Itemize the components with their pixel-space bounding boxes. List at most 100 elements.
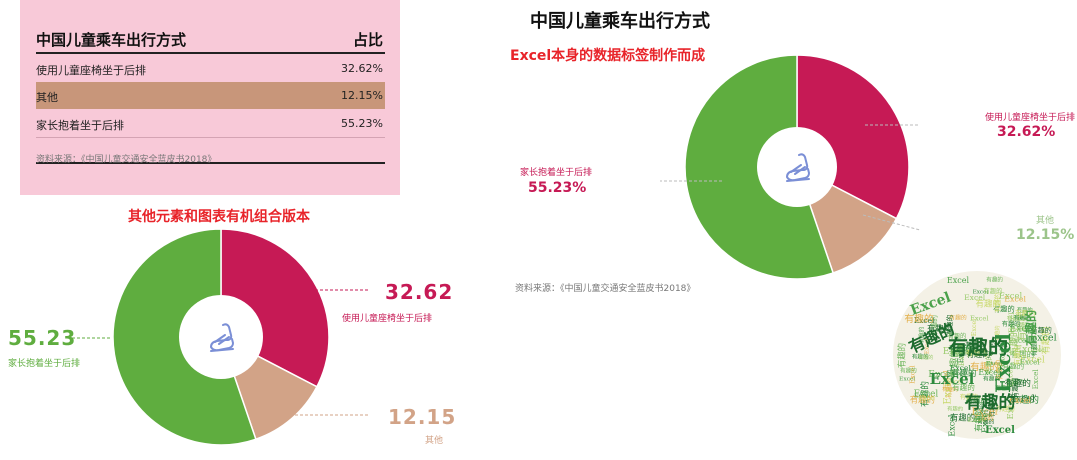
- word-cloud-word: Excel: [985, 425, 1015, 436]
- left-label-held-value: 55.23: [8, 326, 77, 350]
- right-label-other-value: 12.15%: [1016, 227, 1075, 243]
- word-cloud-word: Excel: [1009, 336, 1030, 345]
- table-cell-share: 12.15%: [341, 89, 383, 102]
- word-cloud-word: 有趣的: [900, 366, 917, 374]
- left-label-other-value: 12.15: [388, 405, 457, 429]
- word-cloud-word: 有趣的: [1011, 394, 1039, 406]
- word-cloud-word: Excel: [1015, 344, 1041, 355]
- word-cloud-word: Excel: [970, 314, 989, 322]
- word-cloud-word: 有趣的: [947, 404, 963, 412]
- left-label-seat-name: 使用儿童座椅坐于后排: [342, 314, 433, 324]
- word-cloud-word: 有趣的: [986, 275, 1003, 283]
- word-cloud-word: 有趣的: [1011, 378, 1020, 399]
- word-cloud-word: Excel: [977, 402, 985, 420]
- word-cloud-word: 有趣的: [1006, 379, 1024, 387]
- word-cloud-word: 有趣的: [987, 397, 996, 417]
- table-row: 使用儿童座椅坐于后排 32.62%: [36, 55, 385, 83]
- word-cloud-word: 有趣的: [1014, 314, 1031, 322]
- word-cloud-word: 有趣的: [994, 325, 1001, 340]
- word-cloud-word: Excel: [1009, 324, 1035, 335]
- word-cloud-word: Excel: [999, 291, 1023, 301]
- right-label-held-value: 55.23%: [528, 180, 587, 196]
- word-cloud-word: 有趣的: [942, 385, 958, 393]
- word-cloud-word: 有趣的: [918, 354, 933, 361]
- word-cloud-word: Excel: [986, 360, 1002, 367]
- word-cloud-word: 有趣的: [950, 349, 969, 358]
- word-cloud-word: 有趣的: [965, 341, 984, 349]
- word-cloud-word: 有趣的: [993, 305, 1015, 314]
- chart-title: 中国儿童乘车出行方式: [530, 11, 710, 32]
- word-cloud-word: 有趣的: [983, 286, 1002, 295]
- word-cloud-word: 有趣的: [965, 392, 1016, 413]
- word-cloud-word: Excel: [943, 346, 969, 357]
- word-cloud-word: Excel: [950, 364, 972, 373]
- word-cloud-word: Excel: [975, 413, 991, 419]
- word-cloud-word: 有趣的: [1005, 377, 1032, 389]
- word-cloud-word: Excel: [1004, 294, 1026, 303]
- word-cloud-word: 有趣的: [970, 360, 999, 373]
- word-cloud-word: Excel: [1031, 347, 1047, 353]
- car-seat-icon: [210, 323, 234, 352]
- word-cloud-word: 有趣的: [984, 353, 993, 374]
- word-cloud-word: 有趣的: [945, 381, 953, 399]
- word-cloud-word: 有趣的: [919, 381, 931, 407]
- word-cloud-word: 有趣的: [1015, 311, 1028, 341]
- word-cloud-word: 有趣的: [1002, 320, 1021, 328]
- word-cloud-word: 有趣的: [1030, 338, 1038, 357]
- word-cloud-word: 有趣的: [1002, 360, 1024, 370]
- table-header: 中国儿童乘车出行方式 占比: [36, 22, 385, 54]
- word-cloud-word: 有趣的: [912, 352, 929, 360]
- word-cloud-word: 有趣的: [1011, 349, 1035, 359]
- word-cloud-word: Excel: [968, 417, 985, 424]
- word-cloud-word: Excel: [979, 351, 993, 357]
- word-cloud-word: 有趣的: [948, 331, 967, 340]
- word-cloud-word: Excel: [909, 365, 917, 383]
- word-cloud-word: Excel: [942, 377, 953, 404]
- word-cloud-word: Excel: [1006, 367, 1015, 388]
- word-cloud-word: 有趣的: [949, 344, 971, 353]
- word-cloud-word: Excel: [1009, 394, 1035, 405]
- table-header-share: 占比: [352, 31, 383, 49]
- word-cloud-word: 有趣的: [966, 349, 990, 359]
- word-cloud-word: 有趣的: [948, 335, 1008, 359]
- word-cloud-word: 有趣的: [927, 323, 951, 333]
- word-cloud-word: 有趣的: [1023, 310, 1038, 346]
- word-cloud-word: 有趣的: [994, 359, 1003, 380]
- word-cloud-word: Excel: [964, 293, 986, 302]
- chart-source-note: 资料来源：《中国儿童交通安全蓝皮书2018》: [515, 284, 696, 294]
- word-cloud-word: Excel: [914, 316, 935, 325]
- car-seat-icon: [786, 153, 810, 182]
- table-cell-category: 家长抱着坐于后排: [36, 119, 124, 132]
- word-cloud-word: Excel: [914, 393, 930, 399]
- word-cloud-word: Excel: [946, 369, 965, 377]
- left-label-seat-value: 32.62: [385, 280, 454, 304]
- right-label-other-name: 其他: [1036, 216, 1055, 226]
- word-cloud-word: 有趣的: [995, 404, 1014, 413]
- word-cloud-word: 有趣的: [1008, 328, 1020, 356]
- word-cloud-word: Excel: [1020, 358, 1041, 367]
- word-cloud-word: Excel: [980, 409, 990, 433]
- word-cloud-word: 有趣的: [950, 413, 975, 423]
- word-cloud-word: Excel: [928, 370, 953, 380]
- left-label-other-name: 其他: [425, 436, 444, 446]
- word-cloud-word: 有趣的: [1015, 309, 1036, 318]
- word-cloud-word: 有趣的: [897, 343, 907, 368]
- word-cloud-word: 有趣的: [973, 407, 983, 431]
- data-table-panel: 中国儿童乘车出行方式 占比 使用儿童座椅坐于后排 32.62% 其他 12.15…: [20, 0, 400, 195]
- word-cloud-word: Excel: [1030, 333, 1057, 344]
- word-cloud-word: 有趣的: [966, 395, 989, 405]
- table-cell-share: 55.23%: [341, 117, 383, 130]
- word-cloud-word: Excel: [924, 338, 930, 354]
- word-cloud-word: 有趣的: [1031, 325, 1052, 334]
- word-cloud-word: Excel: [957, 343, 965, 363]
- word-cloud-word: 有趣的: [995, 384, 1012, 392]
- word-cloud-word: 有趣的: [1017, 306, 1033, 314]
- word-cloud-word: Excel: [930, 370, 975, 388]
- word-cloud-word: 有趣的: [1040, 327, 1052, 355]
- word-cloud-word: Excel: [919, 396, 935, 402]
- right-label-seat-name: 使用儿童座椅坐于后排: [985, 113, 1076, 123]
- word-cloud-word: 有趣的: [975, 299, 1001, 310]
- word-cloud-word: Excel: [972, 407, 998, 418]
- word-cloud-word: Excel: [947, 276, 970, 285]
- word-cloud-word: 有趣的: [951, 368, 976, 378]
